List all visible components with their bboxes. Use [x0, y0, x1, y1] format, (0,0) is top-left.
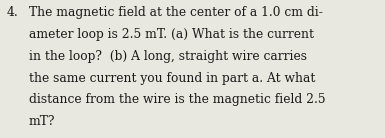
Text: mT?: mT?: [29, 115, 55, 128]
Text: ameter loop is 2.5 mT. (a) What is the current: ameter loop is 2.5 mT. (a) What is the c…: [29, 28, 314, 41]
Text: The magnetic field at the center of a 1.0 cm di-: The magnetic field at the center of a 1.…: [29, 6, 323, 19]
Text: the same current you found in part a. At what: the same current you found in part a. At…: [29, 72, 315, 85]
Text: 4.: 4.: [7, 6, 19, 19]
Text: in the loop?  (b) A long, straight wire carries: in the loop? (b) A long, straight wire c…: [29, 50, 307, 63]
Text: distance from the wire is the magnetic field 2.5: distance from the wire is the magnetic f…: [29, 93, 325, 106]
